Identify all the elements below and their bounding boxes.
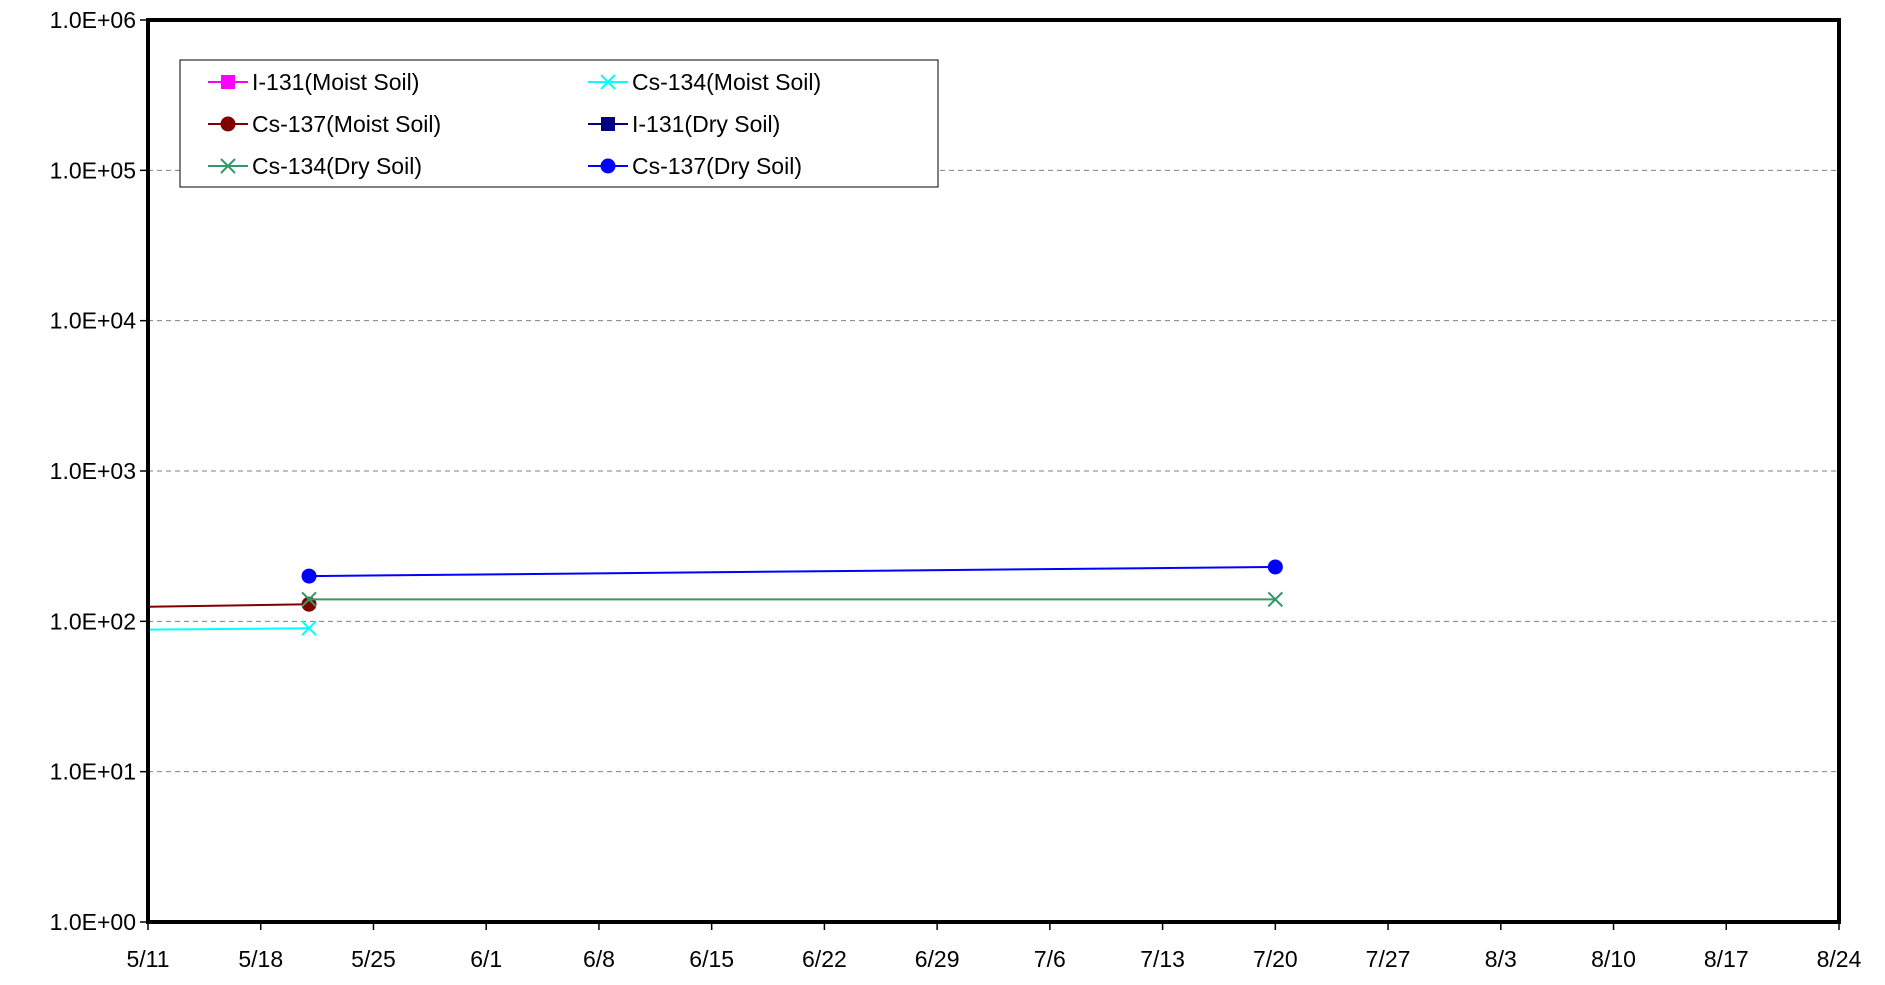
series-2 (147, 596, 317, 612)
y-tick-label: 1.0E+06 (50, 7, 136, 33)
y-tick-label: 1.0E+02 (50, 608, 136, 634)
gridlines (148, 169, 1839, 773)
legend-label: Cs-137(Dry Soil) (632, 153, 802, 179)
data-point-marker (600, 158, 616, 174)
legend-box (179, 59, 939, 188)
data-point-marker (1267, 559, 1283, 575)
x-tick-label: 7/27 (1366, 946, 1411, 972)
x-tick-label: 6/29 (915, 946, 960, 972)
data-point-marker (221, 75, 235, 89)
y-tick-label: 1.0E+05 (50, 157, 136, 183)
data-point-marker (220, 116, 236, 132)
x-tick-label: 7/13 (1140, 946, 1185, 972)
x-tick-label: 8/17 (1704, 946, 1749, 972)
series-line (309, 565, 1276, 578)
series-line (147, 627, 310, 631)
y-tick-label: 1.0E+01 (50, 759, 136, 785)
x-tick-label: 6/22 (802, 946, 847, 972)
x-tick-label: 7/6 (1034, 946, 1066, 972)
y-tick-label: 1.0E+03 (50, 458, 136, 484)
legend-item: Cs-134(Moist Soil) (588, 69, 821, 95)
legend-item: Cs-137(Moist Soil) (208, 111, 441, 137)
data-point-marker (220, 158, 236, 174)
legend-item: Cs-137(Dry Soil) (588, 153, 802, 179)
data-point-marker (301, 620, 317, 636)
series-1 (147, 620, 317, 636)
x-tick-label: 8/3 (1485, 946, 1517, 972)
series-4 (301, 591, 1284, 608)
series-line (147, 603, 310, 608)
x-tick-label: 6/8 (583, 946, 615, 972)
legend-label: Cs-137(Moist Soil) (252, 111, 441, 137)
axes: 1.0E+00 1.0E+01 1.0E+02 1.0E+03 1.0E+04 1.0E+… (50, 7, 1862, 972)
x-tick-label: 5/18 (238, 946, 283, 972)
data-point-marker (301, 591, 317, 608)
x-tick-label: 6/15 (689, 946, 734, 972)
data-point-marker (600, 74, 616, 90)
legend-label: I-131(Dry Soil) (632, 111, 780, 137)
x-tick-label: 8/24 (1817, 946, 1862, 972)
legend: I-131(Moist Soil) Cs-134(Moist Soil) Cs-13… (179, 59, 939, 188)
data-point-marker (601, 117, 615, 131)
legend-item: Cs-134(Dry Soil) (208, 153, 422, 179)
data-point-marker (301, 568, 317, 584)
legend-label: Cs-134(Dry Soil) (252, 153, 422, 179)
x-tick-label: 7/20 (1253, 946, 1298, 972)
series-5 (301, 559, 1283, 584)
x-tick-label: 5/11 (126, 946, 169, 972)
series-layer (147, 559, 1284, 636)
data-point-marker (1267, 591, 1284, 608)
legend-label: Cs-134(Moist Soil) (632, 69, 821, 95)
x-tick-label: 8/10 (1591, 946, 1636, 972)
y-tick-label: 1.0E+04 (50, 308, 137, 334)
legend-item: I-131(Moist Soil) (208, 69, 419, 95)
legend-label: I-131(Moist Soil) (252, 69, 419, 95)
legend-item: I-131(Dry Soil) (588, 111, 780, 137)
y-tick-label: 1.0E+00 (50, 909, 136, 935)
x-tick-label: 6/1 (470, 946, 502, 972)
data-point-marker (301, 596, 317, 612)
x-tick-label: 5/25 (351, 946, 396, 972)
